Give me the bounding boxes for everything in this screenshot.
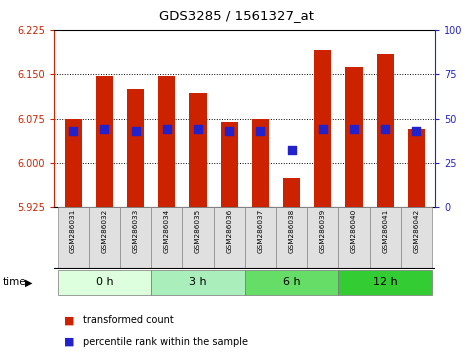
- Bar: [64, 119, 82, 207]
- Text: GSM286035: GSM286035: [195, 209, 201, 253]
- FancyBboxPatch shape: [338, 270, 432, 295]
- FancyBboxPatch shape: [151, 207, 183, 269]
- Bar: [96, 75, 113, 207]
- FancyBboxPatch shape: [307, 207, 338, 269]
- Bar: [189, 93, 207, 207]
- Bar: [220, 121, 238, 207]
- FancyBboxPatch shape: [276, 207, 307, 269]
- Text: GSM286042: GSM286042: [413, 209, 420, 253]
- Text: GSM286032: GSM286032: [101, 209, 107, 253]
- FancyBboxPatch shape: [183, 207, 214, 269]
- Point: [163, 126, 171, 132]
- Text: 3 h: 3 h: [189, 277, 207, 287]
- Point: [226, 128, 233, 134]
- Bar: [283, 178, 300, 207]
- FancyBboxPatch shape: [245, 207, 276, 269]
- Text: GSM286036: GSM286036: [226, 209, 232, 253]
- FancyBboxPatch shape: [401, 207, 432, 269]
- Text: ■: ■: [64, 315, 74, 325]
- Text: ■: ■: [64, 337, 74, 347]
- Text: GSM286031: GSM286031: [70, 209, 76, 253]
- Point: [132, 128, 140, 134]
- Bar: [377, 54, 394, 207]
- Point: [256, 128, 264, 134]
- FancyBboxPatch shape: [151, 270, 245, 295]
- Text: 6 h: 6 h: [283, 277, 300, 287]
- Bar: [408, 129, 425, 207]
- Point: [288, 148, 295, 153]
- FancyBboxPatch shape: [120, 207, 151, 269]
- Point: [412, 128, 420, 134]
- Bar: [345, 67, 363, 207]
- Point: [194, 126, 202, 132]
- FancyBboxPatch shape: [245, 270, 338, 295]
- Text: GSM286041: GSM286041: [382, 209, 388, 253]
- Text: GSM286039: GSM286039: [320, 209, 326, 253]
- Point: [381, 126, 389, 132]
- Point: [70, 128, 77, 134]
- Text: GDS3285 / 1561327_at: GDS3285 / 1561327_at: [159, 9, 314, 22]
- Point: [319, 126, 326, 132]
- Bar: [158, 76, 175, 207]
- Text: 12 h: 12 h: [373, 277, 398, 287]
- Bar: [127, 89, 144, 207]
- Text: GSM286037: GSM286037: [257, 209, 263, 253]
- Text: GSM286033: GSM286033: [132, 209, 139, 253]
- Text: time: time: [2, 277, 26, 287]
- FancyBboxPatch shape: [369, 207, 401, 269]
- Bar: [252, 119, 269, 207]
- Text: transformed count: transformed count: [83, 315, 174, 325]
- FancyBboxPatch shape: [338, 207, 369, 269]
- FancyBboxPatch shape: [89, 207, 120, 269]
- Text: GSM286038: GSM286038: [289, 209, 295, 253]
- FancyBboxPatch shape: [58, 207, 89, 269]
- FancyBboxPatch shape: [58, 270, 151, 295]
- Text: GSM286034: GSM286034: [164, 209, 170, 253]
- Point: [350, 126, 358, 132]
- FancyBboxPatch shape: [214, 207, 245, 269]
- Text: GSM286040: GSM286040: [351, 209, 357, 253]
- Text: 0 h: 0 h: [96, 277, 113, 287]
- Text: ▶: ▶: [25, 277, 33, 287]
- Bar: [314, 50, 332, 207]
- Point: [101, 126, 108, 132]
- Text: percentile rank within the sample: percentile rank within the sample: [83, 337, 248, 347]
